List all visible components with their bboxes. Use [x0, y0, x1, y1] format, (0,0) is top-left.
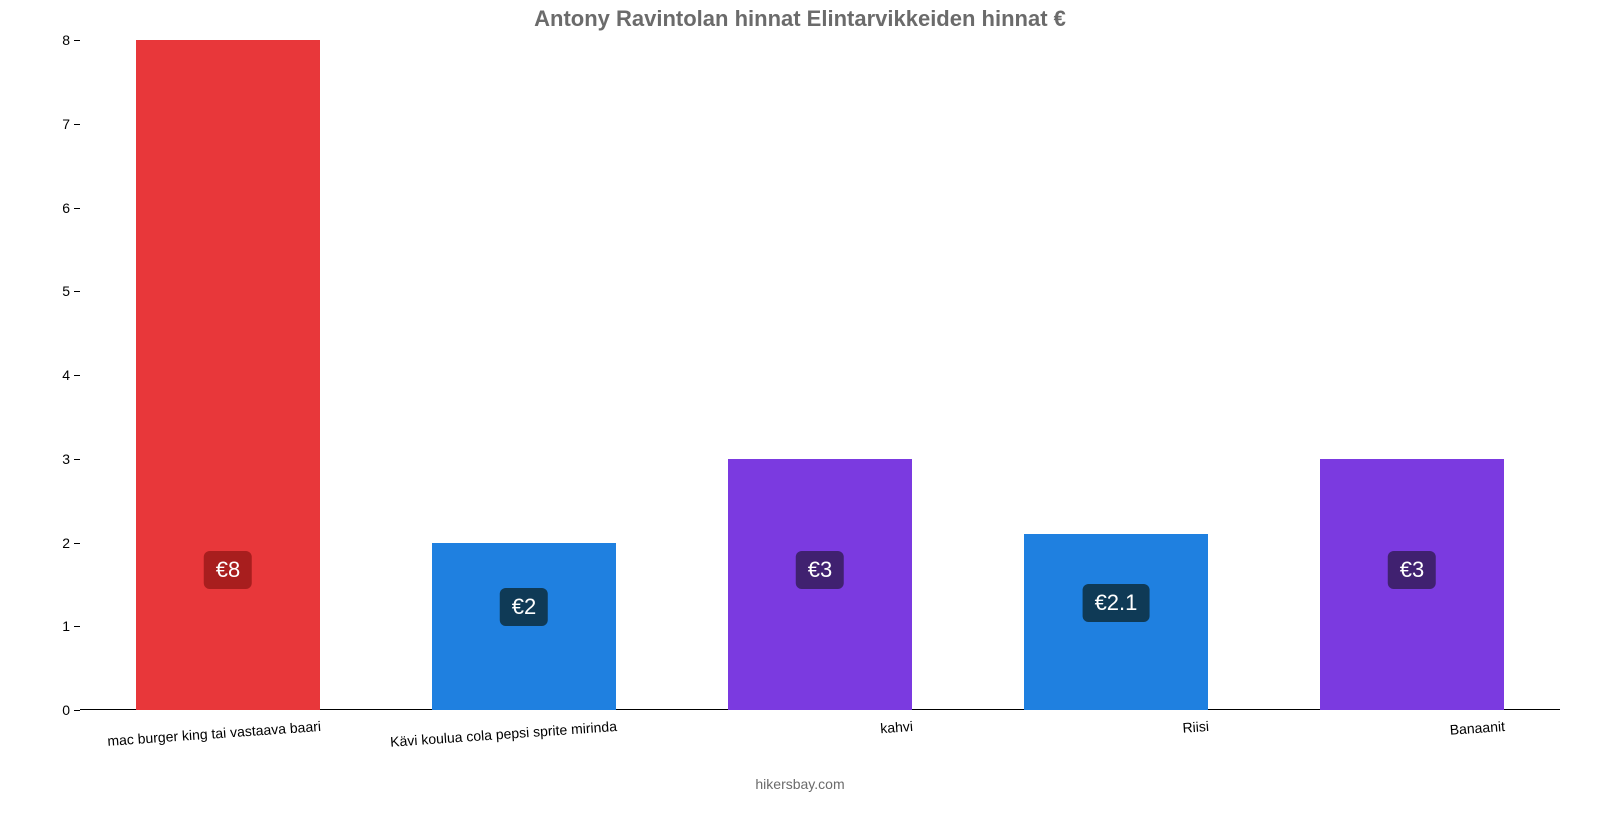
y-tick-mark	[74, 543, 80, 544]
bar: €8	[136, 40, 320, 710]
bar-value-label: €2	[500, 588, 548, 626]
price-bar-chart: Antony Ravintolan hinnat Elintarvikkeide…	[0, 0, 1600, 800]
y-tick-mark	[74, 626, 80, 627]
credit-text: hikersbay.com	[0, 776, 1600, 792]
bar-value-label: €3	[1388, 551, 1436, 589]
chart-title: Antony Ravintolan hinnat Elintarvikkeide…	[0, 6, 1600, 32]
plot-area: €8€2€3€2.1€3 012345678mac burger king ta…	[80, 40, 1560, 710]
bar: €3	[728, 459, 912, 710]
bar: €3	[1320, 459, 1504, 710]
y-tick-mark	[74, 710, 80, 711]
bar: €2	[432, 543, 616, 711]
y-tick-mark	[74, 459, 80, 460]
bar-value-label: €3	[796, 551, 844, 589]
bar-value-label: €8	[204, 551, 252, 589]
bars-container: €8 €2 €3 €2.1 €3	[80, 40, 1560, 710]
y-tick-mark	[74, 208, 80, 209]
y-tick-mark	[74, 124, 80, 125]
bar-value-label: €2.1	[1083, 584, 1150, 622]
y-tick-mark	[74, 375, 80, 376]
y-tick-mark	[74, 40, 80, 41]
bar: €2.1	[1024, 534, 1208, 710]
y-tick-mark	[74, 291, 80, 292]
